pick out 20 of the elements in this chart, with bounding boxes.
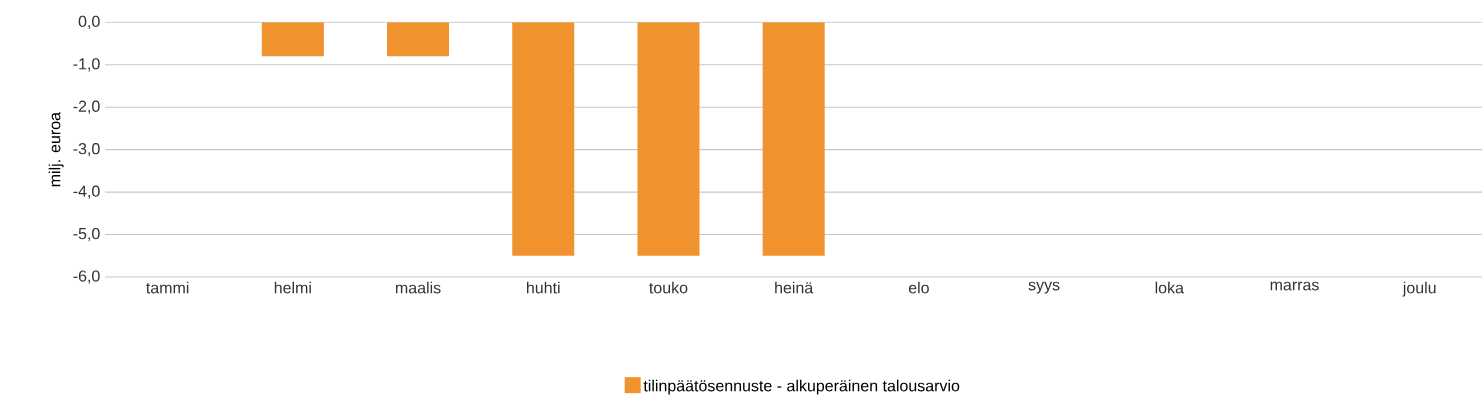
x-tick-label: heinä (775, 281, 814, 294)
x-tick-label: joulu (1402, 281, 1436, 297)
y-tick-label: -2,0 (73, 100, 100, 114)
legend-label: tilinpäätösennuste - alkuperäinen talousarvio (643, 379, 960, 395)
x-tick-label: syys (1028, 281, 1060, 294)
y-tick-label: -5,0 (73, 227, 100, 242)
y-tick-label: -3,0 (73, 143, 100, 157)
x-tick-label: helmi (274, 281, 311, 294)
y-tick-label: -4,0 (73, 185, 100, 199)
x-tick-label: huhti (527, 281, 560, 294)
x-tick-label: maalis (395, 281, 441, 294)
x-tick-label: tammi (146, 281, 189, 294)
y-axis-title: milj. euroa (48, 112, 64, 187)
y-tick-label: -1,0 (73, 58, 100, 72)
x-tick-label: touko (649, 281, 688, 294)
y-tick-label: 0,0 (78, 15, 100, 29)
x-tick-label: elo (908, 281, 929, 294)
x-tick-label: loka (1155, 281, 1184, 294)
x-tick-label: marras (1270, 281, 1319, 291)
y-tick-label: -6,0 (73, 270, 100, 284)
